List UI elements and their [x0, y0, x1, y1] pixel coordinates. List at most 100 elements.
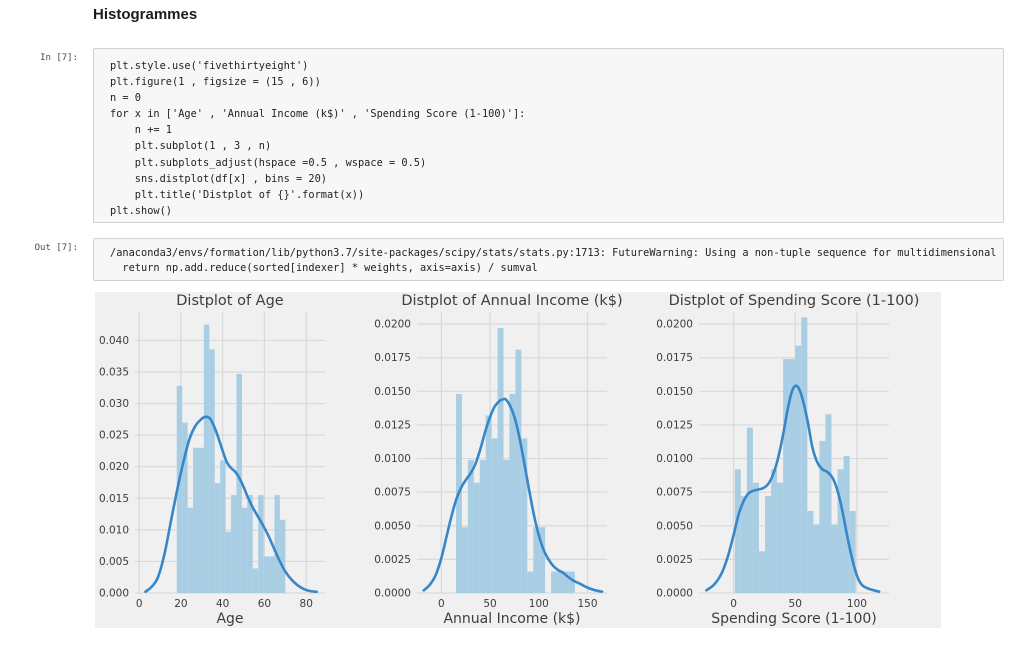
histogram-bar: [752, 482, 759, 593]
distplot-annual-income-chart: 0.0000 0.0025 0.0050 0.0075 0.0100 0.0125 0.01…: [374, 293, 622, 627]
histogram-bar: [539, 527, 546, 593]
histogram-bar: [279, 519, 286, 593]
histogram-bar: [491, 438, 498, 593]
histogram-bar: [771, 469, 778, 593]
histogram-bar: [825, 414, 832, 593]
x-tick-label: 0: [438, 598, 445, 610]
histogram-bar: [568, 571, 575, 593]
kde-curve: [144, 415, 318, 594]
y-tick-label: 0.030: [99, 398, 129, 410]
kde-curve: [705, 384, 881, 593]
histogram-bar: [258, 495, 264, 593]
histogram-bar: [503, 459, 510, 593]
histogram-bar: [843, 455, 850, 593]
x-tick-label: 50: [789, 598, 802, 610]
histogram-bar: [527, 571, 534, 593]
histogram-bar: [225, 531, 232, 593]
y-tick-label: 0.0000: [656, 588, 693, 600]
histogram-bar: [515, 349, 522, 593]
histogram-bar: [461, 527, 468, 593]
histogram-bar: [252, 568, 259, 593]
x-tick-label: 80: [300, 598, 313, 610]
y-tick-label: 0.0150: [656, 386, 693, 398]
x-tick-label: 20: [174, 598, 187, 610]
y-tick-label: 0.0025: [374, 554, 411, 566]
section-heading: Histogrammes: [93, 6, 198, 23]
histogram-bar: [795, 345, 802, 593]
histogram-bar: [807, 510, 814, 593]
y-tick-label: 0.005: [99, 556, 129, 568]
y-tick-label: 0.0175: [656, 352, 693, 364]
histogram-bar: [187, 507, 194, 593]
x-axis-label: Spending Score (1-100): [711, 611, 877, 627]
x-tick-label: 40: [216, 598, 229, 610]
y-tick-label: 0.035: [99, 366, 129, 378]
histogram-bar: [473, 482, 480, 593]
histogram-bar: [182, 422, 188, 593]
histogram-bar: [198, 447, 204, 593]
histogram-bar: [176, 385, 183, 593]
x-axis-label: Annual Income (k$): [443, 611, 580, 627]
x-tick-label: 50: [483, 598, 496, 610]
histogram-bar: [203, 324, 210, 593]
y-tick-label: 0.0175: [374, 352, 411, 364]
histogram-bar: [209, 349, 215, 593]
histogram-bar: [765, 496, 772, 593]
chart-title: Distplot of Annual Income (k$): [401, 293, 622, 309]
distplot-spending-score-chart: 0.0000 0.0025 0.0050 0.0075 0.0100 0.0125 0.01…: [656, 293, 920, 627]
kde-curve: [422, 397, 604, 593]
histogram-bar: [269, 556, 275, 593]
x-tick-label: 100: [847, 598, 867, 610]
y-tick-label: 0.0200: [656, 319, 693, 331]
histogram-bar: [777, 482, 784, 593]
y-tick-label: 0.040: [99, 335, 129, 347]
histogram-bar: [562, 571, 569, 593]
histogram-bar: [819, 441, 826, 593]
histogram-bar: [551, 571, 558, 593]
y-tick-label: 0.025: [99, 430, 129, 442]
x-tick-label: 60: [258, 598, 271, 610]
histogram-bar: [557, 571, 563, 593]
histogram-bar: [193, 447, 199, 593]
y-tick-label: 0.020: [99, 461, 129, 473]
x-tick-label: 150: [577, 598, 597, 610]
y-tick-label: 0.015: [99, 493, 129, 505]
x-tick-label: 0: [730, 598, 737, 610]
code-content[interactable]: plt.style.use('fivethirtyeight') plt.fig…: [110, 60, 526, 217]
histogram-bar: [746, 427, 753, 593]
histogram-bar: [236, 373, 242, 593]
histogram-bar: [241, 507, 248, 593]
y-tick-label: 0.000: [99, 588, 129, 600]
histogram-bar: [740, 496, 747, 593]
histogram-bar: [734, 469, 741, 593]
y-tick-label: 0.0050: [656, 520, 693, 532]
y-tick-label: 0.010: [99, 524, 129, 536]
y-tick-label: 0.0125: [374, 419, 411, 431]
histogram-bar: [813, 524, 820, 593]
input-prompt: In [7]:: [40, 53, 78, 63]
chart-title: Distplot of Spending Score (1-100): [669, 293, 920, 309]
y-tick-label: 0.0025: [656, 554, 693, 566]
histogram-bar: [274, 495, 280, 593]
y-tick-label: 0.0000: [374, 588, 411, 600]
x-tick-label: 0: [136, 598, 143, 610]
histogram-bar: [467, 459, 474, 593]
code-cell[interactable]: plt.style.use('fivethirtyeight') plt.fig…: [93, 48, 1004, 223]
histogram-bar: [485, 415, 492, 593]
output-prompt: Out [7]:: [34, 243, 78, 253]
histogram-bar: [783, 359, 790, 593]
histogram-bar: [263, 556, 270, 593]
x-axis-label: Age: [216, 611, 243, 627]
warning-text: /anaconda3/envs/formation/lib/python3.7/…: [110, 247, 997, 274]
y-tick-label: 0.0100: [374, 453, 411, 465]
histogram-bar: [533, 527, 540, 593]
matplotlib-figure: 0.000 0.005 0.010 0.015 0.020 0.025 0.030 0.035…: [95, 292, 941, 628]
y-tick-label: 0.0150: [374, 386, 411, 398]
x-tick-label: 100: [529, 598, 549, 610]
histogram-bar: [220, 460, 226, 593]
histogram-bar: [521, 438, 528, 593]
histogram-bar: [831, 524, 838, 593]
y-tick-label: 0.0075: [656, 487, 693, 499]
histogram-bar: [214, 483, 221, 593]
